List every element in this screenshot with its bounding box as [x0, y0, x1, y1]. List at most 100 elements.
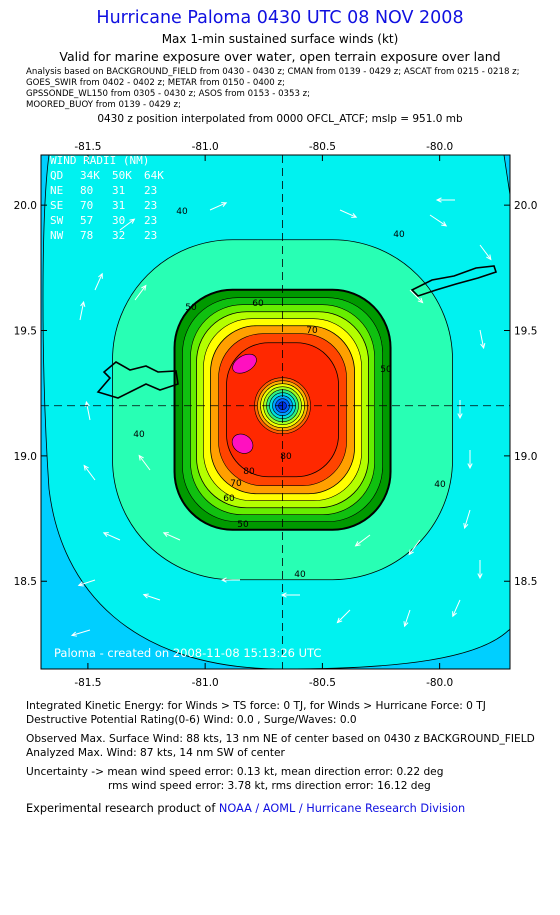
contour-label: 50: [237, 520, 249, 530]
max-wind-sw-blob: [231, 433, 254, 454]
wind-arrow-shaft: [339, 209, 357, 218]
uncertainty-line-2: rms wind speed error: 3.78 kt, rms direc…: [108, 780, 431, 792]
wind-arrow-shaft: [479, 244, 492, 260]
source-line-1: Analysis based on BACKGROUND_FIELD from …: [26, 67, 520, 77]
wind-radii-cell: SW: [50, 214, 64, 227]
wind-arrow-head: [84, 400, 90, 407]
observed-max-line: Observed Max. Surface Wind: 88 kts, 13 n…: [26, 733, 535, 745]
wind-arrow-shaft: [143, 594, 161, 601]
land-outline-cuba: [410, 265, 498, 297]
position-line: 0430 z position interpolated from 0000 O…: [97, 113, 463, 125]
x-tick-label-top: -81.0: [192, 141, 219, 153]
y-tick-label-left: 19.5: [14, 326, 37, 338]
wind-arrow-shaft: [409, 289, 423, 303]
wind-arrow-shaft: [85, 401, 91, 421]
wind-arrow-head: [77, 581, 84, 587]
wind-radii-cell: 32: [112, 229, 126, 242]
contour-label: 40: [393, 230, 405, 240]
wind-arrow: [134, 284, 147, 301]
credit-line: Experimental research product of NOAA / …: [26, 802, 465, 815]
x-tick-label-bottom: -81.0: [192, 677, 219, 689]
contour-label: 40: [294, 570, 306, 580]
wind-arrow-head: [435, 197, 442, 203]
contour-label: 50: [185, 303, 197, 313]
wind-arrow: [479, 244, 492, 261]
wind-arrow-shaft: [94, 273, 103, 291]
wind-arrow-shaft: [119, 218, 135, 231]
y-tick-label-right: 19.0: [514, 451, 537, 463]
wind-radii-row: SE 70 31 23: [50, 198, 176, 213]
wind-arrow: [339, 209, 358, 218]
wind-arrow-shaft: [79, 301, 85, 321]
wind-arrow-shaft: [134, 285, 147, 301]
x-tick-label-bottom: -81.5: [74, 677, 101, 689]
wind-arrow-shaft: [83, 465, 96, 481]
wind-arrow-head: [142, 593, 149, 599]
contour-label: 40: [434, 480, 446, 490]
wind-arrow-head: [221, 202, 228, 207]
wind-arrow: [220, 577, 240, 583]
wind-radii-cell: 57: [80, 214, 94, 227]
wind-arrow-head: [129, 218, 136, 224]
wind-arrow-shaft: [429, 214, 447, 227]
credit-org-link[interactable]: NOAA / AOML / Hurricane Research Divisio…: [218, 802, 466, 815]
wind-arrow: [429, 214, 448, 227]
wind-arrow-head: [102, 532, 109, 537]
x-tick-label-bottom: -80.0: [426, 677, 453, 689]
wind-arrow-shaft: [355, 534, 371, 547]
contour-label: 40: [176, 207, 188, 217]
chart-credit: Paloma - created on 2008-11-08 15:13:26 …: [54, 646, 322, 660]
ike-line: Integrated Kinetic Energy: for Winds > T…: [26, 700, 486, 712]
wind-arrow: [435, 197, 455, 203]
wind-arrow-head: [98, 272, 103, 279]
wind-radii-cell: 64K: [144, 169, 164, 182]
wind-arrow-head: [457, 413, 463, 420]
x-tick-label-top: -80.0: [426, 141, 453, 153]
analyzed-max-line: Analyzed Max. Wind: 87 kts, 14 nm SW of …: [26, 747, 285, 759]
subtitle-exposure: Valid for marine exposure over water, op…: [59, 49, 501, 64]
wind-arrow-head: [70, 631, 78, 637]
wind-radii-cell: QD: [50, 169, 64, 182]
wind-arrow: [354, 534, 371, 547]
wind-arrow: [77, 579, 96, 587]
wind-arrow: [209, 202, 228, 211]
wind-arrow-shaft: [163, 532, 181, 541]
wind-arrow-head: [351, 213, 358, 218]
contour-label: 50: [380, 365, 392, 375]
wind-arrow-head: [417, 297, 424, 304]
credit-prefix: Experimental research product of: [26, 802, 219, 815]
wind-arrow-head: [477, 573, 483, 580]
wind-radii-cell: 23: [144, 199, 158, 212]
wind-arrow: [83, 464, 96, 481]
wind-radii-row: NE 80 31 23: [50, 183, 176, 198]
wind-arrow: [94, 272, 103, 291]
x-tick-label-top: -81.5: [74, 141, 101, 153]
contour-label: 60: [223, 494, 235, 504]
wind-radii-cell: 34K: [80, 169, 100, 182]
wind-arrow-shaft: [78, 579, 96, 586]
source-line-2: GOES_SWIR from 0402 - 0402 z; METAR from…: [26, 78, 285, 88]
wind-arrow: [162, 532, 181, 541]
y-tick-label-left: 19.0: [14, 451, 37, 463]
wind-radii-cell: 80: [80, 184, 94, 197]
wind-arrow-head: [486, 254, 492, 261]
contour-label: 70: [230, 479, 242, 489]
wind-arrow: [142, 593, 161, 601]
wind-arrow: [477, 560, 483, 580]
wind-radii-cell: 30: [112, 214, 126, 227]
wind-radii-cell: 23: [144, 214, 158, 227]
page-title: Hurricane Paloma 0430 UTC 08 NOV 2008: [96, 8, 464, 28]
source-line-4: MOORED_BUOY from 0139 - 0429 z;: [26, 100, 181, 110]
wind-arrow-shaft: [138, 455, 151, 471]
wind-arrow: [452, 599, 461, 618]
wind-arrow: [408, 539, 421, 556]
wind-arrow: [70, 629, 91, 637]
contour-label: 40: [133, 430, 145, 440]
contour-label: 60: [252, 299, 264, 309]
wind-arrow-head: [403, 621, 409, 628]
wind-radii-cell: 23: [144, 184, 158, 197]
x-tick-label-bottom: -80.5: [309, 677, 336, 689]
contour-label: 70: [306, 326, 318, 336]
